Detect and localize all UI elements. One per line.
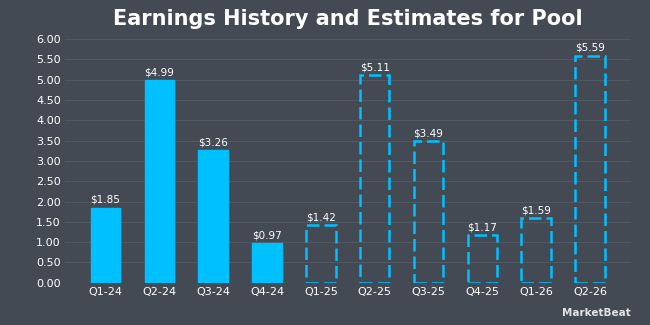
- Text: $3.26: $3.26: [198, 137, 228, 148]
- Text: $4.99: $4.99: [144, 67, 174, 77]
- Text: $5.11: $5.11: [359, 62, 389, 72]
- Text: MarketBeat: MarketBeat: [562, 308, 630, 318]
- Bar: [575, 56, 604, 283]
- Bar: [413, 141, 443, 283]
- Text: $1.85: $1.85: [90, 195, 120, 205]
- Text: $0.97: $0.97: [252, 230, 282, 240]
- Bar: [306, 225, 335, 283]
- Text: $5.59: $5.59: [575, 43, 605, 53]
- Bar: [144, 80, 174, 283]
- Bar: [252, 243, 282, 283]
- Text: $1.42: $1.42: [306, 212, 336, 222]
- Bar: [91, 208, 120, 283]
- Text: $1.59: $1.59: [521, 205, 551, 215]
- Text: $3.49: $3.49: [413, 128, 443, 138]
- Bar: [360, 75, 389, 283]
- Bar: [521, 218, 551, 283]
- Bar: [198, 150, 228, 283]
- Title: Earnings History and Estimates for Pool: Earnings History and Estimates for Pool: [113, 9, 582, 29]
- Bar: [467, 235, 497, 283]
- Text: $1.17: $1.17: [467, 222, 497, 232]
